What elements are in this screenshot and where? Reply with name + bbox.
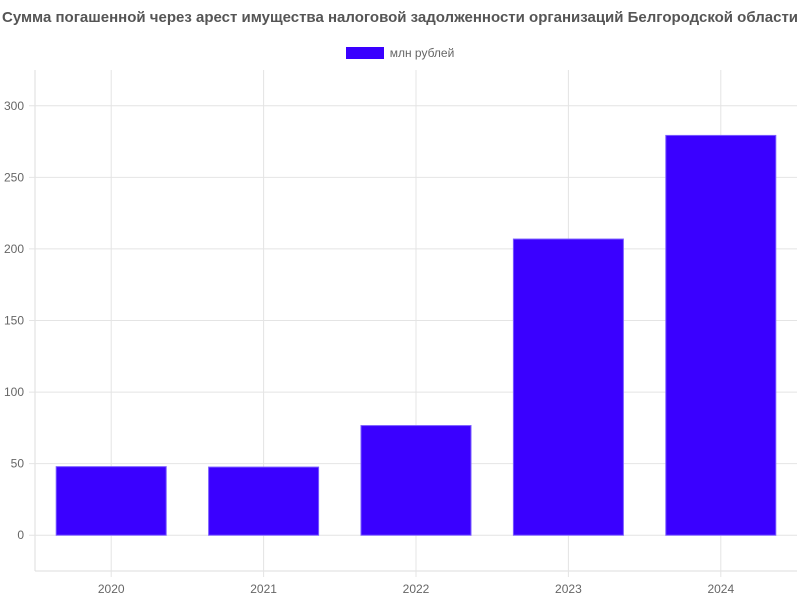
y-tick-label: 250 bbox=[4, 170, 24, 184]
bar-2023: 2023: 206.9 bbox=[512, 238, 624, 536]
legend-swatch bbox=[345, 47, 384, 59]
bar-2020: 2020: 47.9 bbox=[55, 466, 167, 536]
bar-2022: 2022: 76.6 bbox=[360, 425, 472, 536]
chart-title: Сумма погашенной через арест имущества н… bbox=[1, 9, 799, 26]
legend[interactable]: млн рублей bbox=[0, 46, 800, 60]
x-tick-label: 2024 bbox=[707, 582, 734, 596]
y-tick-label: 300 bbox=[4, 99, 24, 113]
x-tick-label: 2022 bbox=[403, 582, 430, 596]
bar-2024: 2024: 279.3 bbox=[665, 134, 777, 536]
y-tick-label: 50 bbox=[11, 457, 25, 471]
x-tick-label: 2020 bbox=[98, 582, 125, 596]
y-tick-label: 0 bbox=[17, 528, 24, 542]
legend-label: млн рублей bbox=[389, 46, 455, 60]
x-tick-label: 2023 bbox=[555, 582, 582, 596]
bar-2021: 2021: 47.6 bbox=[208, 466, 320, 536]
y-tick-label: 100 bbox=[4, 385, 24, 399]
y-tick-label: 150 bbox=[4, 314, 24, 328]
y-tick-label: 200 bbox=[4, 242, 24, 256]
x-tick-label: 2021 bbox=[250, 582, 277, 596]
